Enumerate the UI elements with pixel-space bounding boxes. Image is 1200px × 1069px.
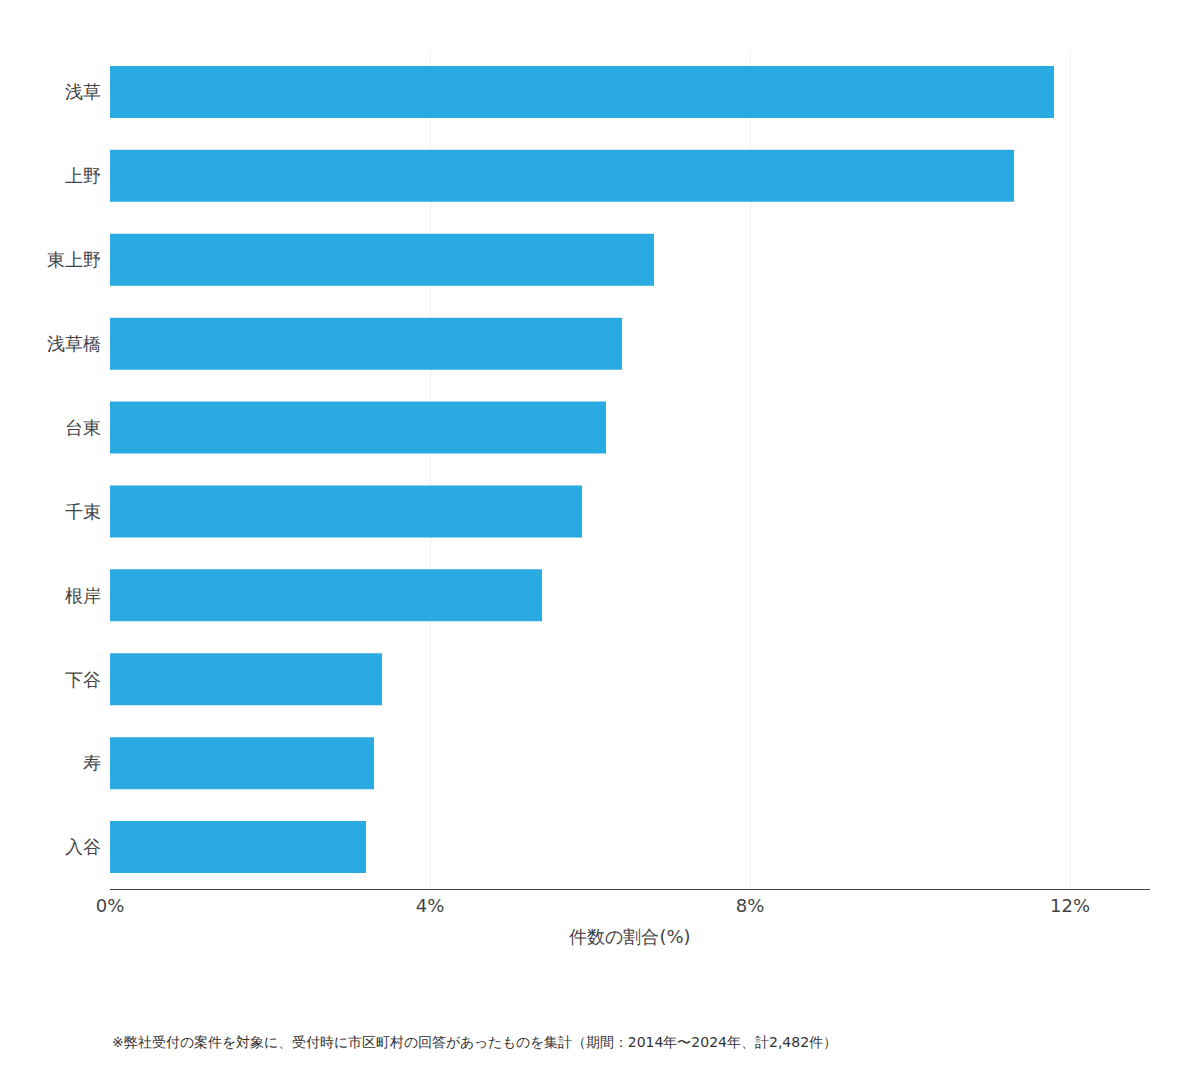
svg-text:千束: 千束 <box>65 501 101 522</box>
svg-text:寿: 寿 <box>83 752 101 773</box>
svg-text:入谷: 入谷 <box>65 836 101 857</box>
svg-text:下谷: 下谷 <box>65 669 101 690</box>
svg-text:件数の割合(%): 件数の割合(%) <box>569 926 690 947</box>
svg-text:※弊社受付の案件を対象に、受付時に市区町村の回答があったもの: ※弊社受付の案件を対象に、受付時に市区町村の回答があったものを集計（期間：201… <box>112 1034 837 1050</box>
svg-text:上野: 上野 <box>65 165 101 186</box>
svg-text:浅草橋: 浅草橋 <box>47 333 101 354</box>
svg-text:根岸: 根岸 <box>65 585 101 606</box>
svg-text:4%: 4% <box>416 895 445 916</box>
svg-text:12%: 12% <box>1050 895 1090 916</box>
svg-text:東上野: 東上野 <box>47 249 101 270</box>
svg-text:浅草: 浅草 <box>65 81 101 102</box>
svg-text:8%: 8% <box>736 895 765 916</box>
svg-text:0%: 0% <box>96 895 125 916</box>
svg-text:台東: 台東 <box>65 417 101 438</box>
